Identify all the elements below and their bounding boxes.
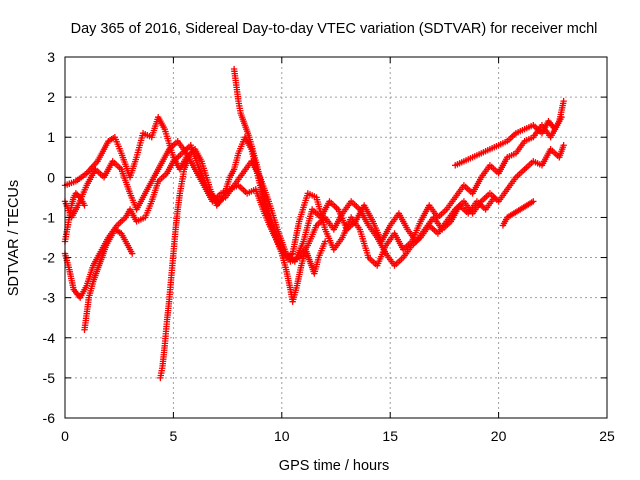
axis-ticks — [64, 56, 608, 419]
data-point — [558, 113, 565, 121]
series-track-3 — [61, 142, 498, 301]
x-axis-label: GPS time / hours — [279, 458, 389, 474]
data-point — [491, 194, 498, 201]
data-point — [129, 250, 136, 257]
data-point — [560, 142, 567, 149]
y-tick-label: 2 — [47, 89, 55, 105]
x-tick-label: 15 — [382, 428, 398, 444]
series-track-4 — [230, 65, 329, 305]
plot-border — [64, 56, 608, 419]
series-track-5 — [157, 154, 192, 382]
x-tick-labels: 0 5 10 15 20 25 — [61, 428, 615, 444]
y-tick-label: -5 — [43, 370, 56, 386]
data-point — [560, 97, 567, 105]
data-point — [321, 238, 329, 245]
chart-title: Day 365 of 2016, Sidereal Day-to-day VTE… — [71, 21, 598, 37]
y-axis-label: SDTVAR / TECUs — [6, 180, 22, 296]
y-tick-label: -3 — [43, 290, 56, 306]
data-point — [185, 154, 192, 161]
y-tick-label: 0 — [47, 169, 55, 185]
y-tick-label: -1 — [43, 209, 56, 225]
data-point — [75, 192, 82, 200]
x-tick-label: 0 — [61, 428, 69, 444]
y-tick-label: 3 — [47, 49, 55, 65]
y-tick-label: -4 — [43, 330, 56, 346]
x-tick-label: 10 — [274, 428, 290, 444]
y-tick-label: -6 — [43, 410, 56, 426]
series-track-8 — [499, 198, 537, 229]
y-tick-labels: -6 -5 -4 -3 -2 -1 0 1 2 3 — [43, 49, 56, 426]
x-tick-label: 20 — [491, 428, 507, 444]
series-track-7 — [452, 113, 565, 169]
data-point — [530, 198, 537, 205]
y-tick-label: 1 — [47, 129, 55, 145]
data-markers — [61, 65, 567, 382]
x-tick-label: 5 — [170, 428, 178, 444]
y-tick-label: -2 — [43, 250, 56, 266]
x-tick-label: 25 — [599, 428, 615, 444]
series-track-6 — [81, 226, 136, 333]
data-point — [81, 202, 88, 209]
